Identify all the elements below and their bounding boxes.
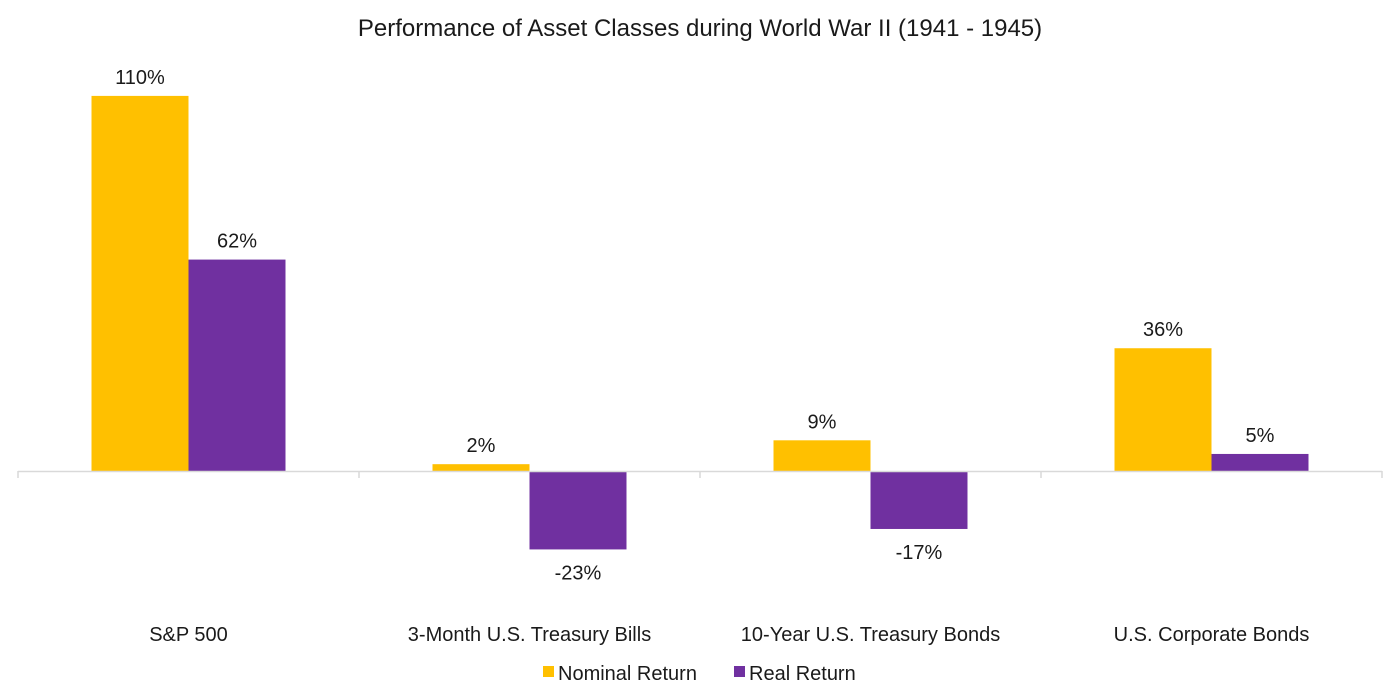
data-label-nominal-return-u-s-corporate-bonds: 36% [1143, 319, 1183, 341]
data-label-real-return-10-year-u-s-treasury-bonds: -17% [896, 542, 943, 564]
x-axis: S&P 500 3-Month U.S. Treasury Bills 10-Yea… [17, 470, 1383, 646]
bar-real-return-u-s-corporate-bonds [1211, 453, 1309, 471]
data-label-nominal-return-3-month-u-s-treasury-bills: 2% [467, 435, 496, 457]
bar-nominal-return-3-month-u-s-treasury-bills [432, 464, 530, 471]
x-tick-label-10-year-u-s-treasury-bonds: 10-Year U.S. Treasury Bonds [741, 624, 1000, 646]
chart-title: Performance of Asset Classes during Worl… [358, 15, 1042, 42]
bar-real-return-s-p-500 [188, 259, 286, 471]
legend: Nominal Return Real Return [543, 663, 856, 685]
data-label-nominal-return-10-year-u-s-treasury-bonds: 9% [808, 411, 837, 433]
bar-nominal-return-s-p-500 [91, 95, 189, 472]
legend-swatch-nominal-return [543, 666, 554, 677]
bar-real-return-10-year-u-s-treasury-bonds [870, 471, 968, 529]
data-labels-layer: 110% 62% 2% -23% 9% -17% 36% 5% [115, 67, 1275, 585]
bar-nominal-return-10-year-u-s-treasury-bonds [773, 440, 871, 471]
legend-label-real-return: Real Return [749, 663, 856, 685]
legend-swatch-real-return [734, 666, 745, 677]
bar-nominal-return-u-s-corporate-bonds [1114, 348, 1212, 471]
legend-label-nominal-return: Nominal Return [558, 663, 697, 685]
data-label-real-return-s-p-500: 62% [217, 231, 257, 253]
x-tick-label-3-month-u-s-treasury-bills: 3-Month U.S. Treasury Bills [408, 624, 651, 646]
x-tick-label-s-p-500: S&P 500 [149, 624, 228, 646]
data-label-real-return-3-month-u-s-treasury-bills: -23% [555, 562, 602, 584]
x-tick-label-u-s-corporate-bonds: U.S. Corporate Bonds [1114, 624, 1310, 646]
bar-real-return-3-month-u-s-treasury-bills [529, 471, 627, 550]
data-label-real-return-u-s-corporate-bonds: 5% [1246, 425, 1275, 447]
bars-layer [91, 95, 1309, 550]
data-label-nominal-return-s-p-500: 110% [115, 67, 165, 89]
